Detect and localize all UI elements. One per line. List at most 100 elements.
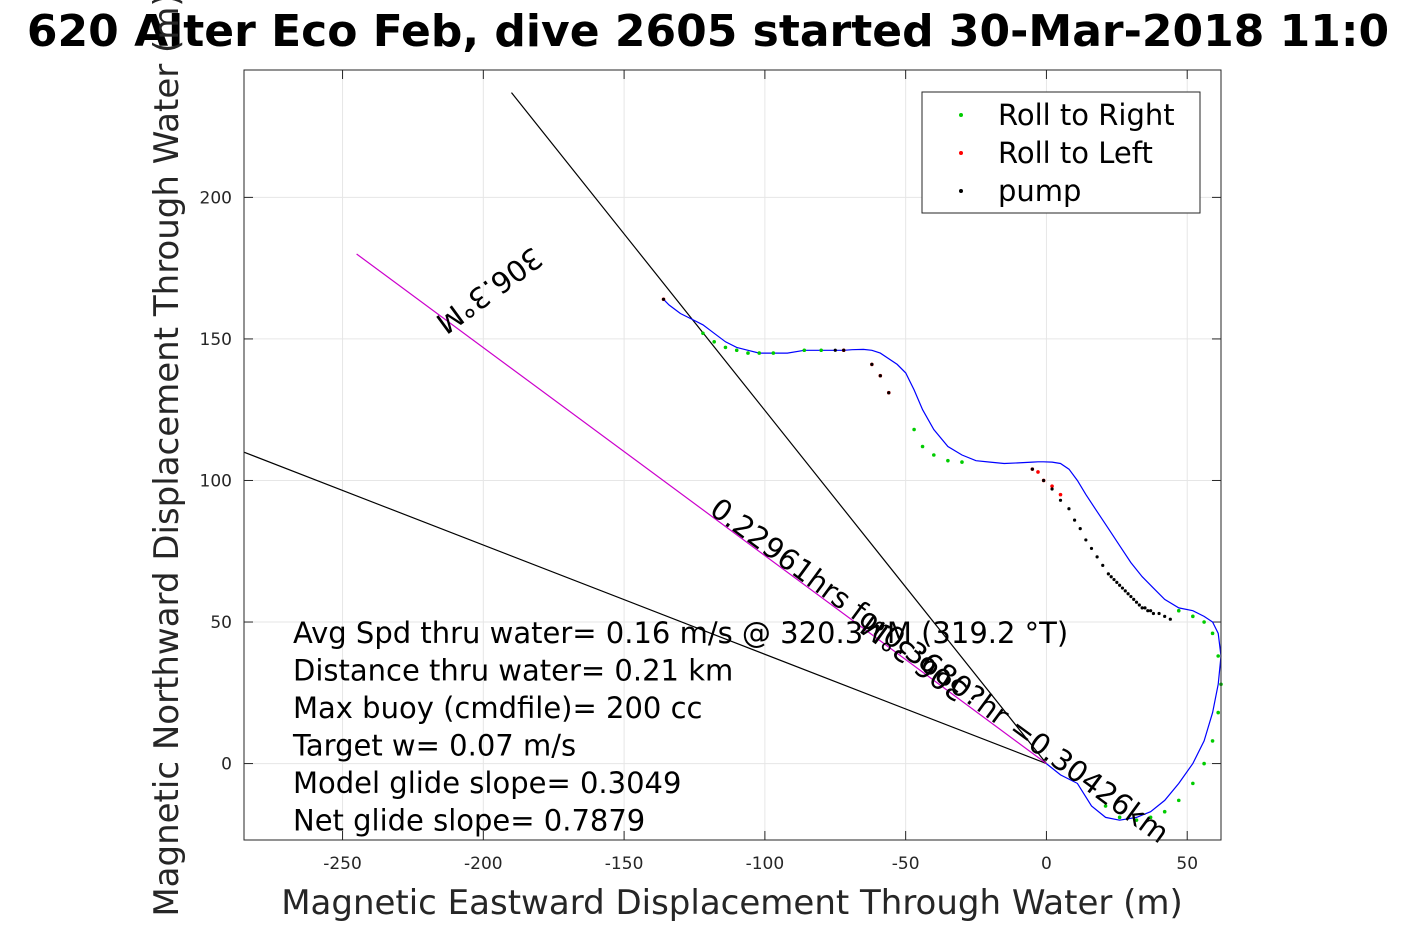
legend-label: pump bbox=[998, 174, 1081, 208]
pump-marker bbox=[661, 297, 666, 301]
roll-right-marker bbox=[1202, 620, 1206, 624]
x-tick-label: -200 bbox=[464, 854, 503, 874]
legend-label: Roll to Left bbox=[998, 136, 1153, 170]
x-tick-label: -50 bbox=[892, 854, 920, 874]
roll-right-marker bbox=[960, 460, 964, 464]
roll-right-marker bbox=[912, 427, 916, 432]
roll-left-marker bbox=[1036, 470, 1040, 474]
annotation-block: Avg Spd thru water= 0.16 m/s @ 320.3 °M … bbox=[292, 616, 1068, 838]
roll-right-marker bbox=[1117, 815, 1122, 820]
reference-line bbox=[356, 253, 1047, 765]
roll-right-marker bbox=[946, 458, 950, 463]
pump-marker bbox=[1109, 575, 1113, 579]
x-tick-label: 50 bbox=[1176, 854, 1198, 874]
pump-marker bbox=[1151, 611, 1156, 616]
pump-marker bbox=[1146, 609, 1150, 613]
pump-marker bbox=[1112, 577, 1116, 582]
legend-marker bbox=[959, 151, 963, 155]
pump-marker bbox=[1106, 572, 1110, 576]
legend-label: Roll to Right bbox=[998, 98, 1175, 132]
pump-marker bbox=[1072, 518, 1077, 522]
pump-marker bbox=[1042, 478, 1046, 483]
annotation-line: Distance thru water= 0.21 km bbox=[293, 654, 733, 688]
axis-ticks: -250 -200 -150 -100 -50 0 50 0 50 100 150 200 bbox=[200, 70, 1221, 874]
markers bbox=[661, 297, 1223, 822]
pump-marker bbox=[1030, 467, 1034, 471]
pump-marker bbox=[1120, 586, 1125, 590]
plot-border bbox=[243, 69, 1222, 841]
x-tick-label: 0 bbox=[1041, 854, 1052, 874]
pump-marker bbox=[1132, 597, 1136, 601]
roll-right-marker bbox=[819, 348, 823, 353]
pump-marker bbox=[1078, 527, 1082, 531]
roll-right-marker bbox=[1216, 654, 1220, 658]
pump-marker bbox=[1067, 507, 1071, 511]
pump-marker bbox=[1050, 487, 1054, 491]
pump-marker bbox=[878, 374, 882, 378]
roll-right-marker bbox=[1176, 608, 1181, 613]
roll-right-marker bbox=[932, 453, 936, 457]
pump-marker bbox=[1058, 498, 1063, 502]
dive-track bbox=[663, 298, 1222, 821]
roll-right-marker bbox=[1134, 818, 1139, 822]
pump-marker bbox=[1149, 609, 1153, 613]
roll-right-marker bbox=[1191, 781, 1195, 786]
pump-marker bbox=[1168, 617, 1172, 621]
pump-marker bbox=[1084, 538, 1088, 542]
pump-marker bbox=[1089, 546, 1094, 551]
roll-right-marker bbox=[1210, 739, 1215, 743]
y-tick-label: 200 bbox=[200, 188, 232, 208]
roll-right-marker bbox=[771, 351, 776, 355]
pump-marker bbox=[1157, 611, 1161, 616]
annotation-line: Max buoy (cmdfile)= 200 cc bbox=[293, 691, 702, 725]
track-line bbox=[663, 298, 1222, 821]
pump-marker bbox=[1126, 592, 1130, 596]
roll-right-marker bbox=[701, 331, 705, 336]
pump-marker bbox=[887, 391, 891, 395]
reference-line bbox=[511, 92, 1047, 764]
pump-marker bbox=[1118, 583, 1122, 587]
roll-left-marker bbox=[1050, 484, 1054, 488]
roll-right-marker bbox=[734, 348, 739, 353]
roll-right-marker bbox=[723, 345, 728, 350]
x-tick-label: -100 bbox=[746, 854, 785, 874]
roll-right-marker bbox=[757, 351, 762, 355]
y-tick-label: 50 bbox=[210, 613, 232, 633]
roll-right-marker bbox=[746, 351, 750, 355]
pump-marker bbox=[1129, 594, 1133, 599]
x-tick-label: -150 bbox=[605, 854, 644, 874]
annotation-line: Model glide slope= 0.3049 bbox=[293, 766, 681, 800]
legend-box bbox=[921, 91, 1201, 214]
pump-marker bbox=[1143, 606, 1147, 610]
reference-lines bbox=[243, 92, 1047, 765]
roll-right-marker bbox=[1216, 710, 1220, 715]
y-tick-label: 0 bbox=[221, 755, 232, 775]
roll-right-marker bbox=[1176, 798, 1181, 803]
pump-marker bbox=[1095, 555, 1099, 559]
chart-title: 620 Alter Eco Feb, dive 2605 started 30-… bbox=[27, 6, 1389, 57]
y-tick-label: 150 bbox=[200, 330, 232, 350]
legend-marker bbox=[959, 189, 963, 193]
annotation-line: Target w= 0.07 m/s bbox=[292, 729, 576, 763]
pump-marker bbox=[1163, 614, 1167, 618]
roll-right-marker bbox=[1191, 614, 1195, 619]
roll-right-marker bbox=[1202, 761, 1206, 766]
pump-marker bbox=[1123, 589, 1127, 593]
roll-left-marker bbox=[1058, 492, 1063, 497]
annotation-line: Net glide slope= 0.7879 bbox=[293, 804, 645, 838]
pump-marker bbox=[833, 348, 837, 352]
reference-line bbox=[243, 451, 1047, 765]
pump-marker bbox=[1137, 603, 1141, 607]
pump-marker bbox=[1140, 606, 1144, 610]
x-tick-label: -250 bbox=[323, 854, 362, 874]
pump-marker bbox=[1134, 600, 1139, 604]
roll-right-marker bbox=[712, 339, 716, 344]
roll-right-marker bbox=[1162, 809, 1167, 814]
roll-right-marker bbox=[1210, 631, 1215, 636]
roll-right-marker bbox=[920, 444, 925, 449]
annotation-line: Avg Spd thru water= 0.16 m/s @ 320.3 °M … bbox=[293, 616, 1068, 650]
x-axis-label: Magnetic Eastward Displacement Through W… bbox=[281, 883, 1183, 923]
pump-marker bbox=[1115, 580, 1119, 584]
legend-marker bbox=[959, 113, 963, 117]
